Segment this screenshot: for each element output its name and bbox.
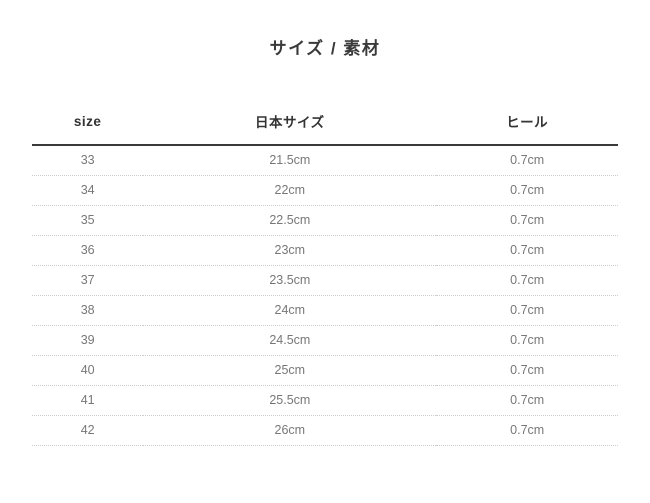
cell-size: 35 <box>32 205 144 236</box>
cell-heel: 0.7cm <box>436 265 618 296</box>
cell-jp_size: 24cm <box>143 295 437 326</box>
cell-heel: 0.7cm <box>436 295 618 326</box>
size-table: size 日本サイズ ヒール 33 21.5cm 0.7cm 34 22cm 0.7cm 35 2… <box>32 105 618 446</box>
cell-jp_size: 23cm <box>143 235 437 266</box>
table-row: 33 21.5cm 0.7cm <box>32 145 618 176</box>
table-row: 37 23.5cm 0.7cm <box>32 265 618 296</box>
table-row: 39 24.5cm 0.7cm <box>32 325 618 356</box>
cell-heel: 0.7cm <box>436 235 618 266</box>
cell-jp_size: 24.5cm <box>143 325 437 356</box>
cell-size: 38 <box>32 295 144 326</box>
column-header-heel: ヒール <box>436 105 618 146</box>
cell-jp_size: 26cm <box>143 415 437 446</box>
cell-heel: 0.7cm <box>436 145 618 176</box>
column-header-size: size <box>32 105 144 146</box>
table-row: 41 25.5cm 0.7cm <box>32 385 618 416</box>
cell-size: 39 <box>32 325 144 356</box>
cell-heel: 0.7cm <box>436 205 618 236</box>
cell-heel: 0.7cm <box>436 415 618 446</box>
table-row: 34 22cm 0.7cm <box>32 175 618 206</box>
cell-size: 42 <box>32 415 144 446</box>
cell-size: 33 <box>32 145 144 176</box>
cell-jp_size: 25cm <box>143 355 437 386</box>
table-row: 42 26cm 0.7cm <box>32 415 618 446</box>
cell-size: 37 <box>32 265 144 296</box>
cell-size: 34 <box>32 175 144 206</box>
table-row: 38 24cm 0.7cm <box>32 295 618 326</box>
cell-heel: 0.7cm <box>436 355 618 386</box>
cell-size: 40 <box>32 355 144 386</box>
cell-jp_size: 22.5cm <box>143 205 437 236</box>
column-header-jp_size: 日本サイズ <box>143 105 437 146</box>
cell-jp_size: 23.5cm <box>143 265 437 296</box>
size-material-section: サイズ / 素材 size 日本サイズ ヒール 33 21.5cm 0.7cm 34 22c… <box>0 34 650 446</box>
cell-jp_size: 25.5cm <box>143 385 437 416</box>
cell-size: 41 <box>32 385 144 416</box>
cell-size: 36 <box>32 235 144 266</box>
cell-jp_size: 22cm <box>143 175 437 206</box>
table-row: 35 22.5cm 0.7cm <box>32 205 618 236</box>
cell-jp_size: 21.5cm <box>143 145 437 176</box>
cell-heel: 0.7cm <box>436 325 618 356</box>
cell-heel: 0.7cm <box>436 385 618 416</box>
table-body: 33 21.5cm 0.7cm 34 22cm 0.7cm 35 22.5cm 0.7cm 36 2… <box>32 145 618 446</box>
table-row: 40 25cm 0.7cm <box>32 355 618 386</box>
table-header-row: size 日本サイズ ヒール <box>32 105 618 146</box>
cell-heel: 0.7cm <box>436 175 618 206</box>
table-row: 36 23cm 0.7cm <box>32 235 618 266</box>
section-title: サイズ / 素材 <box>269 39 381 58</box>
